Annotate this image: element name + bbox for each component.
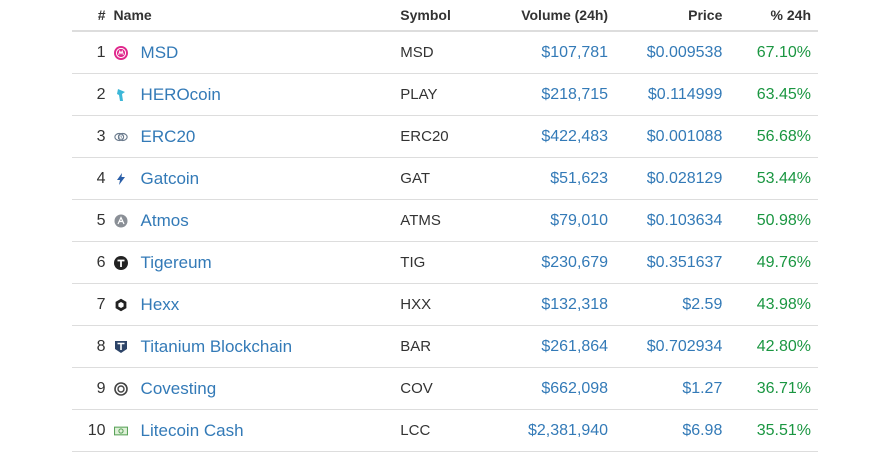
- hexx-icon: [114, 298, 128, 312]
- litecoin-cash-icon: [113, 424, 128, 438]
- volume-link[interactable]: $218,715: [504, 73, 609, 116]
- change-cell: 67.10%: [722, 31, 818, 74]
- coin-name-link[interactable]: Titanium Blockchain: [140, 336, 293, 356]
- coin-name-link[interactable]: Covesting: [140, 378, 217, 398]
- rank-cell: 1: [72, 31, 114, 74]
- symbol-cell: MSD: [400, 31, 505, 74]
- name-cell: Litecoin Cash: [113, 409, 401, 452]
- symbol-cell: TIG: [400, 241, 505, 284]
- change-cell: 36.71%: [722, 367, 818, 410]
- herocoin-icon: [114, 88, 128, 102]
- volume-link[interactable]: $51,623: [504, 157, 609, 200]
- coin-name-link[interactable]: Hexx: [140, 294, 180, 314]
- change-cell: 50.98%: [722, 199, 818, 242]
- coin-name-link[interactable]: HEROcoin: [140, 84, 221, 104]
- price-link[interactable]: $0.351637: [608, 241, 723, 284]
- price-link[interactable]: $0.114999: [608, 73, 723, 116]
- change-cell: 43.98%: [722, 283, 818, 326]
- table-row: 6 Tigereum TIG $230,679 $0.351637 49.76%: [72, 241, 818, 284]
- change-cell: 42.80%: [722, 325, 818, 368]
- table-row: 3 20 ERC20 ERC20 $422,483 $0.001088 56.68%: [72, 115, 818, 158]
- change-cell: 49.76%: [722, 241, 818, 284]
- symbol-cell: COV: [400, 367, 505, 410]
- price-link[interactable]: $6.98: [608, 409, 723, 452]
- symbol-cell: HXX: [400, 283, 505, 326]
- coin-name-link[interactable]: Gatcoin: [140, 168, 200, 188]
- coin-name-link[interactable]: MSD: [140, 42, 179, 62]
- header-name[interactable]: Name: [113, 0, 401, 32]
- name-cell: 20 ERC20: [113, 115, 401, 158]
- symbol-cell: PLAY: [400, 73, 505, 116]
- rank-cell: 3: [72, 115, 114, 158]
- titanium-blockchain-icon: [114, 340, 128, 354]
- covesting-icon: [113, 381, 128, 396]
- change-cell: 53.44%: [722, 157, 818, 200]
- name-cell: Titanium Blockchain: [113, 325, 401, 368]
- volume-link[interactable]: $230,679: [504, 241, 609, 284]
- table-row: 9 Covesting COV $662,098 $1.27 36.71%: [72, 367, 818, 410]
- volume-link[interactable]: $107,781: [504, 31, 609, 74]
- symbol-cell: ERC20: [400, 115, 505, 158]
- rank-cell: 2: [72, 73, 114, 116]
- rank-cell: 6: [72, 241, 114, 284]
- rank-cell: 8: [72, 325, 114, 368]
- table-row: 4 Gatcoin GAT $51,623 $0.028129 53.44%: [72, 157, 818, 200]
- symbol-cell: LCC: [400, 409, 505, 452]
- header-rank[interactable]: #: [72, 0, 114, 32]
- volume-link[interactable]: $132,318: [504, 283, 609, 326]
- coin-name-link[interactable]: Tigereum: [140, 252, 212, 272]
- coin-name-link[interactable]: ERC20: [140, 126, 196, 146]
- name-cell: HEROcoin: [113, 73, 401, 116]
- price-link[interactable]: $0.103634: [608, 199, 723, 242]
- table-row: 5 Atmos ATMS $79,010 $0.103634 50.98%: [72, 199, 818, 242]
- table-row: 7 Hexx HXX $132,318 $2.59 43.98%: [72, 283, 818, 326]
- table-row: 10 Litecoin Cash LCC $2,381,940 $6.98 35.51%: [72, 409, 818, 452]
- volume-link[interactable]: $422,483: [504, 115, 609, 158]
- table-row: 2 HEROcoin PLAY $218,715 $0.114999 63.45%: [72, 73, 818, 116]
- rank-cell: 4: [72, 157, 114, 200]
- change-cell: 56.68%: [722, 115, 818, 158]
- coin-name-link[interactable]: Litecoin Cash: [140, 420, 244, 440]
- volume-link[interactable]: $79,010: [504, 199, 609, 242]
- name-cell: Atmos: [113, 199, 401, 242]
- coin-table: # Name Symbol Volume (24h) Price % 24h 1…: [72, 0, 818, 452]
- table-header-row: # Name Symbol Volume (24h) Price % 24h: [72, 0, 818, 32]
- symbol-cell: GAT: [400, 157, 505, 200]
- header-volume[interactable]: Volume (24h): [504, 0, 609, 32]
- name-cell: Gatcoin: [113, 157, 401, 200]
- msd-icon: [113, 45, 128, 60]
- change-cell: 35.51%: [722, 409, 818, 452]
- price-link[interactable]: $0.001088: [608, 115, 723, 158]
- table-row: 8 Titanium Blockchain BAR $261,864 $0.702934…: [72, 325, 818, 368]
- volume-link[interactable]: $662,098: [504, 367, 609, 410]
- rank-cell: 5: [72, 199, 114, 242]
- name-cell: Covesting: [113, 367, 401, 410]
- symbol-cell: BAR: [400, 325, 505, 368]
- volume-link[interactable]: $261,864: [504, 325, 609, 368]
- svg-text:20: 20: [117, 135, 124, 141]
- table-row: 1 MSD MSD $107,781 $0.009538 67.10%: [72, 31, 818, 74]
- name-cell: MSD: [113, 31, 401, 74]
- price-link[interactable]: $0.028129: [608, 157, 723, 200]
- price-link[interactable]: $2.59: [608, 283, 723, 326]
- volume-link[interactable]: $2,381,940: [504, 409, 609, 452]
- header-price[interactable]: Price: [608, 0, 723, 32]
- rank-cell: 7: [72, 283, 114, 326]
- price-link[interactable]: $1.27: [608, 367, 723, 410]
- symbol-cell: ATMS: [400, 199, 505, 242]
- name-cell: Tigereum: [113, 241, 401, 284]
- tigereum-icon: [113, 255, 128, 270]
- erc20-icon: 20: [113, 130, 128, 144]
- change-cell: 63.45%: [722, 73, 818, 116]
- coin-name-link[interactable]: Atmos: [140, 210, 189, 230]
- name-cell: Hexx: [113, 283, 401, 326]
- price-link[interactable]: $0.009538: [608, 31, 723, 74]
- header-symbol[interactable]: Symbol: [400, 0, 505, 32]
- rank-cell: 9: [72, 367, 114, 410]
- rank-cell: 10: [72, 409, 114, 452]
- gatcoin-icon: [114, 172, 128, 186]
- header-change[interactable]: % 24h: [722, 0, 818, 32]
- price-link[interactable]: $0.702934: [608, 325, 723, 368]
- atmos-icon: [114, 214, 128, 228]
